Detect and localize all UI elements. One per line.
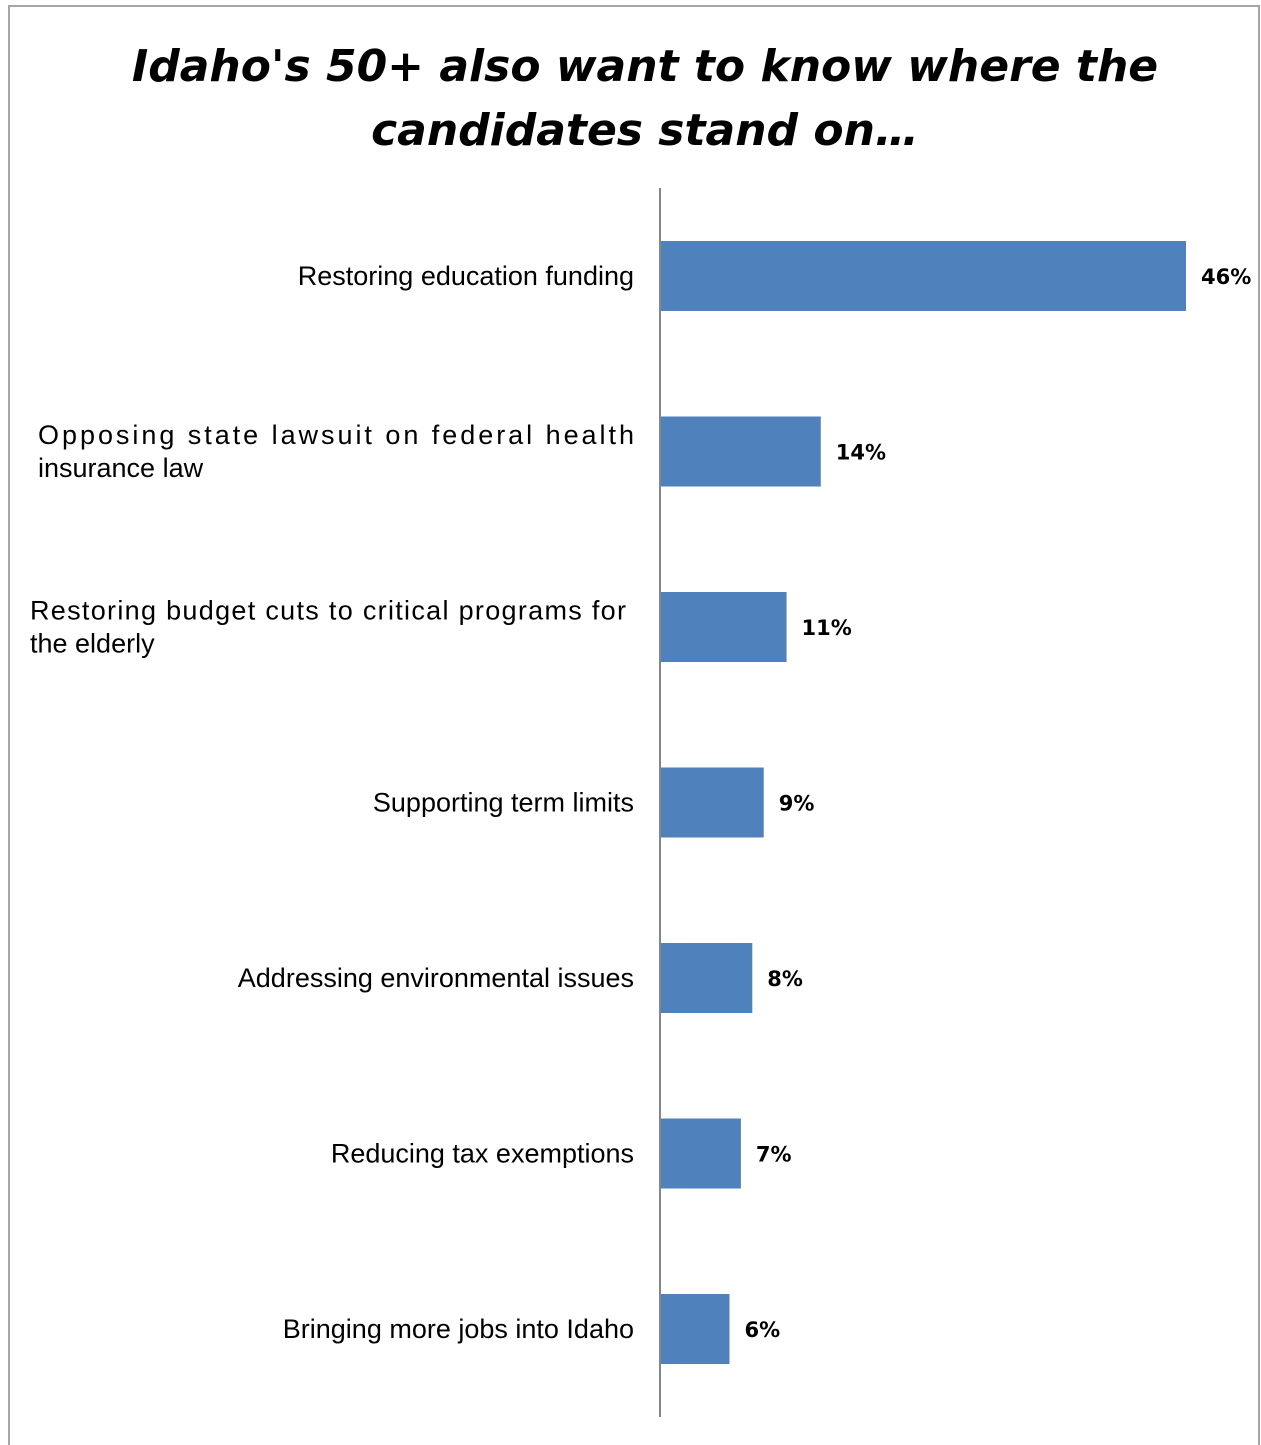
bar xyxy=(661,943,753,1013)
bars-layer: 46% Restoring education funding 14% Opposin… xyxy=(30,241,1251,1364)
bar xyxy=(661,416,821,487)
bar xyxy=(661,241,1186,311)
category-label-line: Addressing environmental issues xyxy=(238,963,634,993)
category-label-line: Bringing more jobs into Idaho xyxy=(283,1314,634,1344)
bar xyxy=(661,592,787,662)
category-label: Addressing environmental issues xyxy=(238,963,634,993)
bar xyxy=(661,1118,741,1189)
category-label: Opposing state lawsuit on federal health… xyxy=(38,420,634,483)
chart-title: Idaho's 50+ also want to know where the … xyxy=(131,41,1159,156)
value-label: 14% xyxy=(836,441,886,465)
category-label: Bringing more jobs into Idaho xyxy=(283,1314,634,1344)
value-label: 11% xyxy=(802,616,852,640)
category-label-line: Reducing tax exemptions xyxy=(331,1139,634,1169)
category-label-line: insurance law xyxy=(38,453,204,483)
category-label-line: Supporting term limits xyxy=(373,788,634,818)
category-label-line: the elderly xyxy=(30,629,155,659)
bar xyxy=(661,767,764,838)
category-label: Supporting term limits xyxy=(373,788,634,818)
value-label: 46% xyxy=(1201,265,1251,289)
category-label: Restoring education funding xyxy=(298,261,634,291)
category-label: Reducing tax exemptions xyxy=(331,1139,634,1169)
category-label-line: Restoring education funding xyxy=(298,261,634,291)
category-label-line: Opposing state lawsuit on federal health xyxy=(38,420,634,450)
value-label: 6% xyxy=(744,1318,780,1342)
category-label: Restoring budget cuts to critical progra… xyxy=(30,596,626,659)
category-label-line: Restoring budget cuts to critical progra… xyxy=(30,596,626,626)
value-label: 9% xyxy=(779,792,815,816)
bar xyxy=(661,1294,730,1364)
value-label: 8% xyxy=(767,967,803,991)
value-label: 7% xyxy=(756,1143,792,1167)
